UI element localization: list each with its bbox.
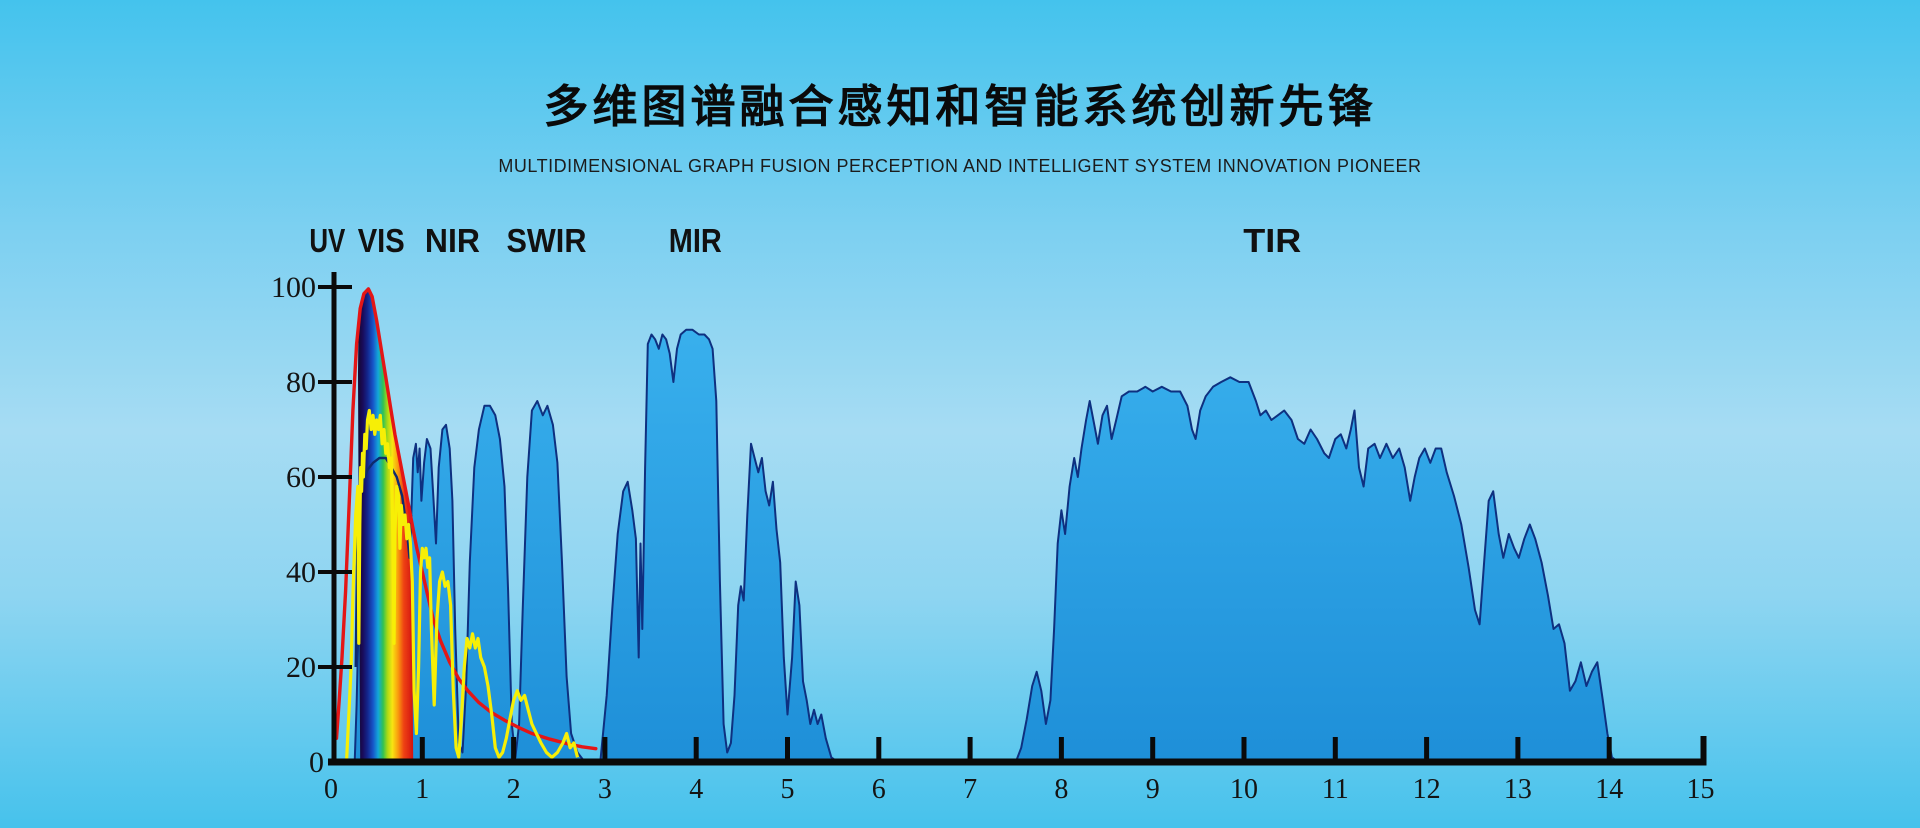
x-tick-label: 6 [872, 774, 886, 805]
x-tick-label: 3 [598, 774, 612, 805]
x-tick-label: 14 [1595, 774, 1623, 805]
page-title: 多维图谱融合感知和智能系统创新先锋 [543, 81, 1377, 132]
band-label-vis: VIS [358, 222, 405, 259]
x-tick-label: 15 [1687, 774, 1715, 805]
solar-curve [344, 408, 580, 763]
x-tick-label: 8 [1054, 774, 1068, 805]
x-tick-label: 10 [1230, 774, 1258, 805]
y-tick-label: 80 [286, 366, 316, 399]
blackbody-curve [334, 287, 598, 751]
transmission-area [353, 328, 1620, 763]
x-tick-label: 12 [1413, 774, 1441, 805]
y-tick-label: 40 [286, 556, 316, 589]
x-tick-label: 0 [324, 774, 338, 805]
x-tick-label: 13 [1504, 774, 1532, 805]
x-tick-label: 9 [1146, 774, 1160, 805]
band-label-swir: SWIR [506, 222, 586, 259]
x-tick-label: 4 [689, 774, 703, 805]
x-tick-label: 1 [415, 774, 429, 805]
x-tick-label: 5 [781, 774, 795, 805]
y-tick-label: 20 [286, 651, 316, 684]
page-subtitle: MULTIDIMENSIONAL GRAPH FUSION PERCEPTION… [498, 156, 1422, 176]
x-tick-label: 11 [1322, 774, 1349, 805]
y-tick-label: 60 [286, 461, 316, 494]
x-tick-label: 2 [507, 774, 521, 805]
visible-spectrum-rainbow [358, 288, 414, 762]
y-tick-label: 0 [309, 746, 324, 779]
y-tick-label: 100 [271, 271, 316, 304]
band-label-tir: TIR [1243, 222, 1301, 259]
x-tick-label: 7 [963, 774, 977, 805]
band-label-uv: UV [309, 222, 345, 259]
band-label-nir: NIR [425, 222, 480, 259]
band-label-mir: MIR [669, 222, 722, 259]
